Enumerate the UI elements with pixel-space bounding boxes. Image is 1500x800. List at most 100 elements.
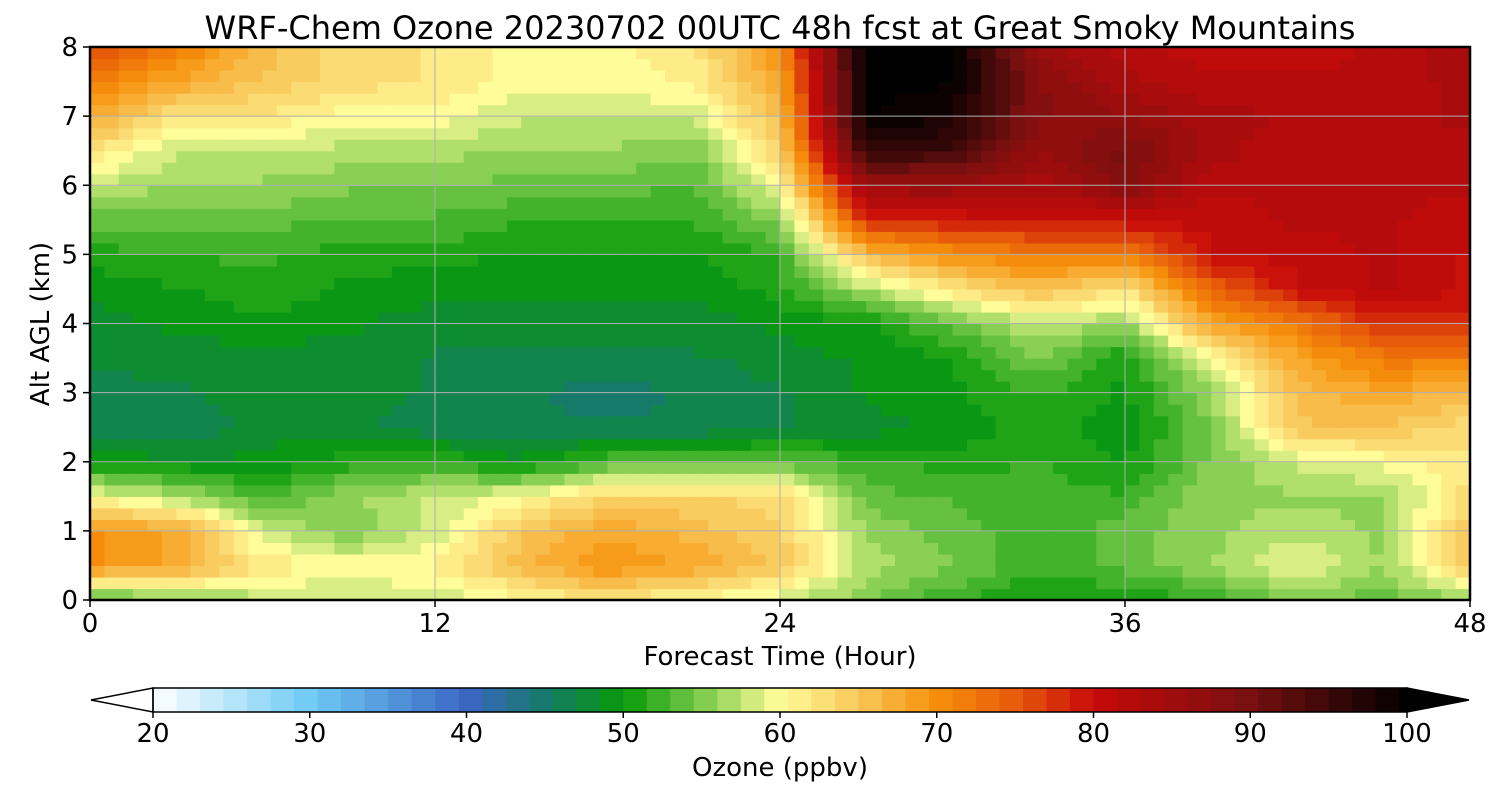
heatmap-cell: [1168, 127, 1184, 140]
heatmap-cell: [1038, 461, 1054, 474]
heatmap-cell: [621, 358, 637, 371]
heatmap-cell: [607, 438, 623, 451]
heatmap-cell: [621, 484, 637, 497]
heatmap-cell: [363, 254, 379, 267]
heatmap-cell: [406, 173, 422, 186]
heatmap-cell: [305, 507, 321, 520]
heatmap-cell: [923, 277, 939, 290]
heatmap-cell: [435, 81, 450, 94]
heatmap-cell: [650, 139, 666, 152]
heatmap-cell: [1326, 173, 1342, 186]
heatmap-cell: [765, 565, 781, 578]
heatmap-cell: [895, 185, 910, 198]
heatmap-cell: [1211, 185, 1227, 198]
heatmap-cell: [1398, 162, 1414, 175]
heatmap-cell: [1024, 219, 1040, 232]
heatmap-cell: [823, 173, 839, 186]
heatmap-cell: [1053, 116, 1069, 129]
heatmap-cell: [708, 265, 724, 279]
heatmap-cell: [1297, 323, 1313, 336]
heatmap-cell: [449, 311, 465, 325]
heatmap-cell: [1182, 461, 1198, 474]
heatmap-cell: [478, 70, 494, 83]
heatmap-cell: [1369, 496, 1385, 509]
heatmap-cell: [1053, 219, 1069, 232]
heatmap-cell: [895, 507, 910, 520]
heatmap-cell: [291, 427, 307, 440]
heatmap-cell: [248, 277, 264, 290]
heatmap-cell: [248, 381, 264, 394]
heatmap-cell: [521, 381, 537, 394]
heatmap-cell: [391, 346, 407, 359]
heatmap-cell: [966, 127, 982, 140]
heatmap-cell: [952, 70, 968, 83]
heatmap-cell: [1340, 173, 1356, 186]
heatmap-cell: [1240, 127, 1255, 140]
heatmap-cell: [636, 231, 652, 244]
heatmap-cell: [578, 438, 594, 451]
heatmap-cell: [995, 173, 1011, 186]
heatmap-cell: [751, 47, 767, 60]
heatmap-cell: [1153, 507, 1169, 520]
heatmap-cell: [506, 231, 522, 244]
heatmap-cell: [1196, 311, 1212, 325]
heatmap-cell: [1196, 404, 1212, 417]
heatmap-cell: [535, 219, 551, 232]
heatmap-cell: [1441, 196, 1457, 209]
heatmap-cell: [176, 265, 192, 279]
heatmap-cell: [176, 507, 192, 520]
heatmap-cell: [1182, 427, 1198, 440]
heatmap-cell: [1225, 185, 1241, 198]
heatmap-cell: [995, 127, 1011, 140]
colorbar-segment: [834, 688, 859, 712]
heatmap-cell: [1010, 219, 1025, 232]
heatmap-cell: [636, 450, 652, 463]
heatmap-cell: [722, 173, 738, 186]
heatmap-cell: [1383, 542, 1399, 555]
heatmap-cell: [1426, 565, 1442, 578]
heatmap-cell: [564, 150, 580, 163]
heatmap-cell: [363, 588, 379, 600]
heatmap-cell: [233, 484, 249, 497]
heatmap-cell: [1168, 542, 1184, 555]
heatmap-cell: [1268, 173, 1284, 186]
heatmap-cell: [1441, 58, 1457, 71]
heatmap-cell: [521, 346, 537, 359]
heatmap-cell: [305, 242, 321, 255]
heatmap-cell: [794, 81, 810, 94]
heatmap-cell: [564, 93, 580, 106]
heatmap-cell: [1010, 496, 1025, 509]
heatmap-cell: [190, 542, 206, 555]
heatmap-cell: [837, 58, 853, 71]
heatmap-cell: [1355, 173, 1370, 186]
heatmap-cell: [1038, 300, 1054, 313]
heatmap-cell: [966, 70, 982, 83]
heatmap-cell: [851, 162, 867, 175]
heatmap-cell: [1067, 450, 1083, 463]
heatmap-cell: [1240, 219, 1255, 232]
heatmap-cell: [118, 185, 134, 198]
heatmap-cell: [923, 438, 939, 451]
heatmap-cell: [161, 127, 177, 140]
heatmap-cell: [550, 404, 565, 417]
heatmap-cell: [593, 392, 609, 405]
heatmap-cell: [1125, 311, 1140, 325]
heatmap-cell: [1297, 369, 1313, 382]
heatmap-cell: [593, 162, 609, 175]
heatmap-cell: [1340, 242, 1356, 255]
heatmap-cell: [780, 139, 795, 152]
heatmap-cell: [851, 231, 867, 244]
heatmap-cell: [909, 553, 925, 567]
heatmap-cell: [1110, 47, 1126, 60]
heatmap-cell: [909, 173, 925, 186]
heatmap-cell: [219, 415, 235, 428]
heatmap-cell: [1081, 311, 1097, 325]
heatmap-cell: [1225, 542, 1241, 555]
colorbar-segment: [999, 688, 1024, 712]
heatmap-cell: [593, 311, 609, 325]
heatmap-cell: [1240, 358, 1255, 371]
heatmap-cell: [981, 461, 997, 474]
heatmap-cell: [593, 139, 609, 152]
heatmap-cell: [190, 496, 206, 509]
